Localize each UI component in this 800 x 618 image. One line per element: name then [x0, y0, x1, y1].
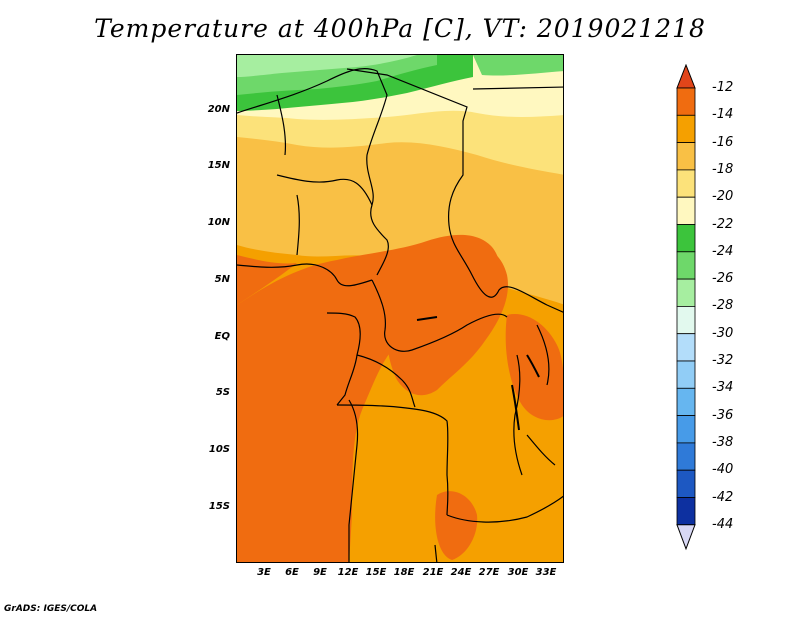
- lon-label-18e: 18E: [393, 567, 415, 578]
- colorbar-cell: [676, 251, 696, 280]
- lat-label-10n: 10N: [207, 217, 230, 228]
- lat-label-5n: 5N: [214, 274, 230, 285]
- colorbar-label: -32: [712, 353, 734, 368]
- colorbar-cell: [676, 169, 696, 198]
- colorbar-label: -28: [712, 298, 734, 314]
- colorbar-label: -18: [712, 161, 734, 177]
- colorbar-label: -36: [712, 407, 734, 423]
- colorbar-cell: [676, 224, 696, 253]
- lon-label-3e: 3E: [257, 567, 271, 578]
- lat-label-10s: 10S: [208, 444, 230, 455]
- colorbar: [676, 64, 696, 551]
- colorbar-label: -20: [712, 189, 734, 205]
- lon-label-27e: 27E: [478, 567, 500, 578]
- colorbar-label: -14: [712, 107, 734, 123]
- colorbar-label: -30: [712, 325, 734, 341]
- colorbar-label: -12: [712, 80, 734, 95]
- credit-text: GrADS: IGES/COLA: [4, 604, 98, 614]
- lat-label-eq: EQ: [214, 331, 230, 342]
- colorbar-cell: [676, 142, 696, 171]
- lat-label-20n: 20N: [207, 104, 230, 115]
- colorbar-cell: [676, 305, 696, 335]
- lat-label-15s: 15S: [208, 501, 230, 512]
- colorbar-label: -34: [712, 380, 734, 396]
- map-canvas: [237, 55, 563, 562]
- lon-label-21e: 21E: [422, 567, 444, 578]
- lakes: [416, 316, 540, 431]
- colorbar-cell: [676, 87, 696, 116]
- lon-label-6e: 6E: [285, 567, 299, 578]
- lon-label-12e: 12E: [337, 567, 359, 578]
- colorbar-cell: [676, 196, 696, 225]
- lon-label-33e: 33E: [535, 567, 557, 578]
- lon-label-9e: 9E: [313, 567, 327, 578]
- colorbar-cell: [676, 415, 696, 444]
- lat-label-5s: 5S: [215, 387, 230, 398]
- colorbar-top-arrow: [676, 64, 696, 89]
- map-title: Temperature at 400hPa [C], VT: 201902121…: [94, 14, 706, 43]
- colorbar-cell: [676, 278, 696, 307]
- colorbar-label: -26: [712, 271, 734, 287]
- country-borders: [237, 68, 563, 562]
- band-minus-12-south-patch: [435, 491, 478, 560]
- colorbar-label: -40: [712, 462, 734, 478]
- lat-label-15n: 15N: [207, 160, 230, 171]
- colorbar-label: -44: [712, 516, 734, 532]
- colorbar-label: -16: [712, 134, 734, 150]
- colorbar-label: -22: [712, 216, 734, 232]
- colorbar-cell: [676, 360, 696, 389]
- colorbar-bottom-arrow: [676, 524, 696, 551]
- lon-label-15e: 15E: [365, 567, 387, 578]
- band-minus-26: [237, 55, 417, 77]
- colorbar-label: -42: [712, 489, 734, 505]
- colorbar-cell: [676, 114, 696, 143]
- lon-label-24e: 24E: [450, 567, 472, 578]
- colorbar-label: -38: [712, 434, 734, 450]
- colorbar-cell: [676, 469, 696, 498]
- band-minus-14-south: [374, 413, 552, 560]
- colorbar-cell: [676, 497, 696, 526]
- band-minus-24-east: [473, 55, 563, 76]
- temperature-map: [236, 54, 564, 563]
- lon-label-30e: 30E: [507, 567, 529, 578]
- colorbar-cell: [676, 333, 696, 362]
- colorbar-cell: [676, 387, 696, 416]
- colorbar-label: -24: [712, 243, 734, 259]
- colorbar-cell: [676, 442, 696, 471]
